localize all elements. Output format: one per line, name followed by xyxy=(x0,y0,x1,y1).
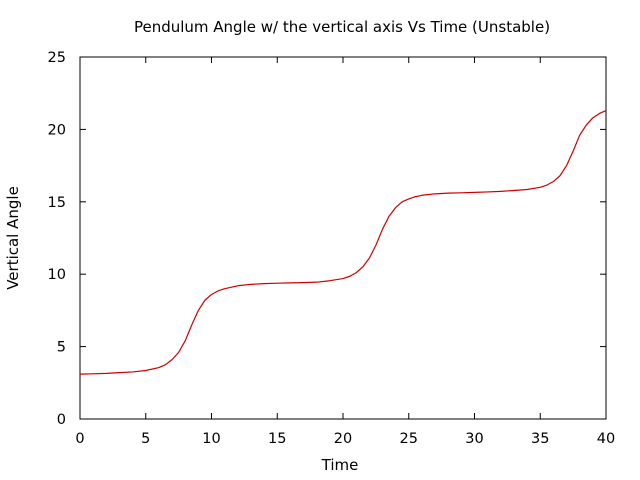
x-tick-label: 30 xyxy=(465,431,483,447)
x-tick: 25 xyxy=(400,57,418,447)
x-tick-label: 15 xyxy=(268,431,286,447)
y-axis-label: Vertical Angle xyxy=(4,186,22,290)
x-axis: 0 5 10 15 20 25 30 35 40 xyxy=(75,57,615,447)
y-tick-label: 10 xyxy=(48,267,66,283)
x-tick: 0 xyxy=(75,57,85,447)
y-tick: 15 xyxy=(48,195,606,211)
y-tick: 5 xyxy=(57,340,606,356)
x-tick: 20 xyxy=(334,57,352,447)
series-layer xyxy=(79,110,607,375)
y-tick-label: 25 xyxy=(48,50,66,66)
series-line xyxy=(79,110,607,375)
y-tick-label: 20 xyxy=(48,122,66,138)
x-tick: 40 xyxy=(597,57,615,447)
y-tick-label: 15 xyxy=(48,195,66,211)
x-tick-label: 25 xyxy=(400,431,418,447)
x-tick-label: 40 xyxy=(597,431,615,447)
x-tick: 15 xyxy=(268,57,286,447)
x-tick-label: 0 xyxy=(75,431,84,447)
y-tick: 25 xyxy=(48,50,606,66)
x-tick: 35 xyxy=(531,57,549,447)
y-tick: 0 xyxy=(57,412,606,428)
y-tick-label: 0 xyxy=(57,412,66,428)
plot-frame xyxy=(79,56,607,420)
x-tick-label: 10 xyxy=(202,431,220,447)
x-tick: 5 xyxy=(141,57,150,447)
chart-title: Pendulum Angle w/ the vertical axis Vs T… xyxy=(134,18,550,36)
x-axis-label: Time xyxy=(321,456,359,474)
y-tick: 20 xyxy=(48,122,606,138)
y-tick-label: 5 xyxy=(57,340,66,356)
x-tick-label: 20 xyxy=(334,431,352,447)
x-tick: 30 xyxy=(465,57,484,447)
x-tick: 10 xyxy=(202,57,221,447)
x-tick-label: 35 xyxy=(531,431,549,447)
x-tick-label: 5 xyxy=(141,431,150,447)
y-axis: 0 5 10 15 20 25 xyxy=(48,50,606,428)
y-tick: 10 xyxy=(48,267,606,283)
